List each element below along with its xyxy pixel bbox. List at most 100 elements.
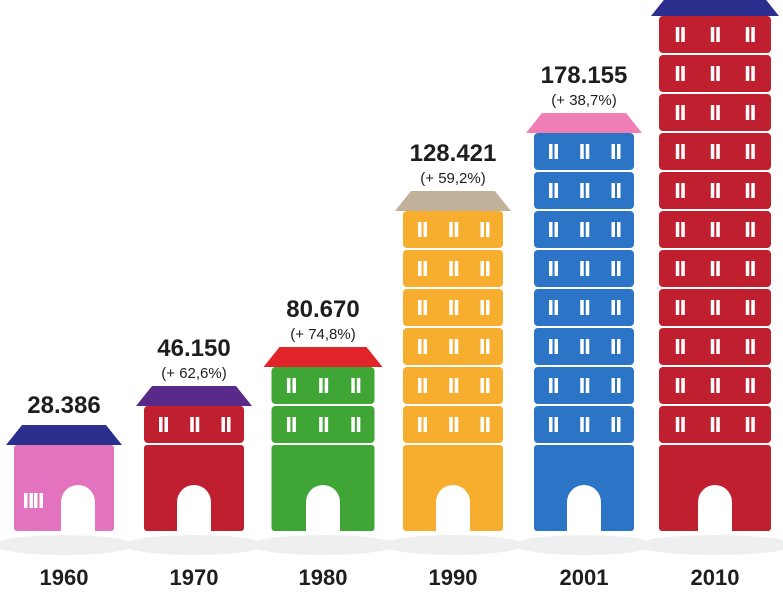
value-label: 128.421 bbox=[410, 140, 497, 167]
building-window bbox=[292, 378, 296, 393]
building-window bbox=[159, 417, 163, 432]
building-window bbox=[454, 261, 459, 276]
building-window bbox=[585, 261, 590, 276]
year-label: 1970 bbox=[170, 565, 219, 590]
building-window bbox=[745, 27, 750, 42]
building-window bbox=[480, 261, 484, 276]
building-window bbox=[710, 222, 715, 237]
building-window bbox=[24, 493, 28, 508]
building-window bbox=[423, 300, 427, 315]
building-window bbox=[751, 378, 755, 393]
building-window bbox=[745, 378, 750, 393]
building-floor bbox=[403, 289, 503, 326]
building-window bbox=[681, 378, 685, 393]
building-window bbox=[418, 300, 422, 315]
building-window bbox=[681, 183, 685, 198]
building-window bbox=[710, 105, 715, 120]
building-window bbox=[617, 417, 621, 432]
building-window bbox=[449, 261, 453, 276]
building-window bbox=[710, 261, 715, 276]
building-window bbox=[675, 261, 680, 276]
building-window bbox=[617, 222, 621, 237]
building-window bbox=[611, 417, 615, 432]
building-floor bbox=[403, 367, 503, 404]
ground-shadow bbox=[636, 535, 783, 555]
building-window bbox=[585, 417, 590, 432]
building-window bbox=[751, 222, 755, 237]
building-door bbox=[567, 485, 601, 531]
building-floor bbox=[659, 55, 771, 92]
building-window bbox=[286, 378, 291, 393]
building-door bbox=[436, 485, 470, 531]
building-roof bbox=[651, 0, 779, 16]
building-window bbox=[585, 300, 590, 315]
building-window bbox=[675, 300, 680, 315]
building-window bbox=[486, 339, 490, 354]
building-window bbox=[449, 417, 453, 432]
building-window bbox=[549, 339, 553, 354]
building-window bbox=[486, 300, 490, 315]
change-label: (+ 74,8%) bbox=[290, 326, 355, 343]
building-window bbox=[617, 144, 621, 159]
building-window bbox=[675, 105, 680, 120]
building-window bbox=[751, 105, 755, 120]
building-window bbox=[486, 261, 490, 276]
building-window bbox=[675, 222, 680, 237]
building-window bbox=[554, 183, 558, 198]
building-window bbox=[745, 222, 750, 237]
building-window bbox=[716, 378, 720, 393]
year-label: 2001 bbox=[560, 565, 609, 590]
building-window bbox=[356, 417, 361, 432]
building-window bbox=[554, 300, 558, 315]
building-door bbox=[177, 485, 211, 531]
building-window bbox=[164, 417, 168, 432]
building-window bbox=[549, 144, 553, 159]
building-window bbox=[617, 300, 621, 315]
building-window bbox=[681, 27, 685, 42]
building-window bbox=[745, 183, 750, 198]
building-window bbox=[710, 144, 715, 159]
building-window bbox=[710, 378, 715, 393]
building-window bbox=[585, 339, 590, 354]
change-label: (+ 62,6%) bbox=[161, 365, 226, 382]
building-window bbox=[675, 378, 680, 393]
building-window bbox=[580, 378, 584, 393]
building-window bbox=[554, 261, 558, 276]
building-window bbox=[39, 493, 43, 508]
building-window bbox=[751, 144, 755, 159]
building-window bbox=[480, 339, 484, 354]
building-window bbox=[681, 417, 685, 432]
building-window bbox=[454, 417, 459, 432]
building-window bbox=[580, 222, 584, 237]
building-floor bbox=[534, 289, 634, 326]
change-label: (+ 59,2%) bbox=[420, 170, 485, 187]
building-window bbox=[449, 339, 453, 354]
building-roof bbox=[263, 347, 383, 367]
building-window bbox=[549, 417, 553, 432]
building-window bbox=[710, 183, 715, 198]
building-floor bbox=[403, 406, 503, 443]
building-window bbox=[585, 378, 590, 393]
ground-shadow bbox=[124, 535, 264, 555]
building-floor bbox=[534, 406, 634, 443]
ground-shadow bbox=[383, 535, 523, 555]
building-window bbox=[549, 183, 553, 198]
building-floor bbox=[659, 406, 771, 443]
building-window bbox=[745, 144, 750, 159]
building-window bbox=[716, 144, 720, 159]
building-window bbox=[681, 66, 685, 81]
building-window bbox=[449, 378, 453, 393]
building-window bbox=[418, 378, 422, 393]
building-window bbox=[745, 300, 750, 315]
building-window bbox=[418, 417, 422, 432]
building-window bbox=[580, 417, 584, 432]
building-roof bbox=[136, 386, 252, 406]
building-door bbox=[61, 485, 95, 531]
building-window bbox=[480, 378, 484, 393]
building-window bbox=[585, 222, 590, 237]
building-window bbox=[351, 378, 355, 393]
building-window bbox=[745, 339, 750, 354]
building-window bbox=[190, 417, 194, 432]
building-window bbox=[480, 417, 484, 432]
building-window bbox=[554, 144, 558, 159]
